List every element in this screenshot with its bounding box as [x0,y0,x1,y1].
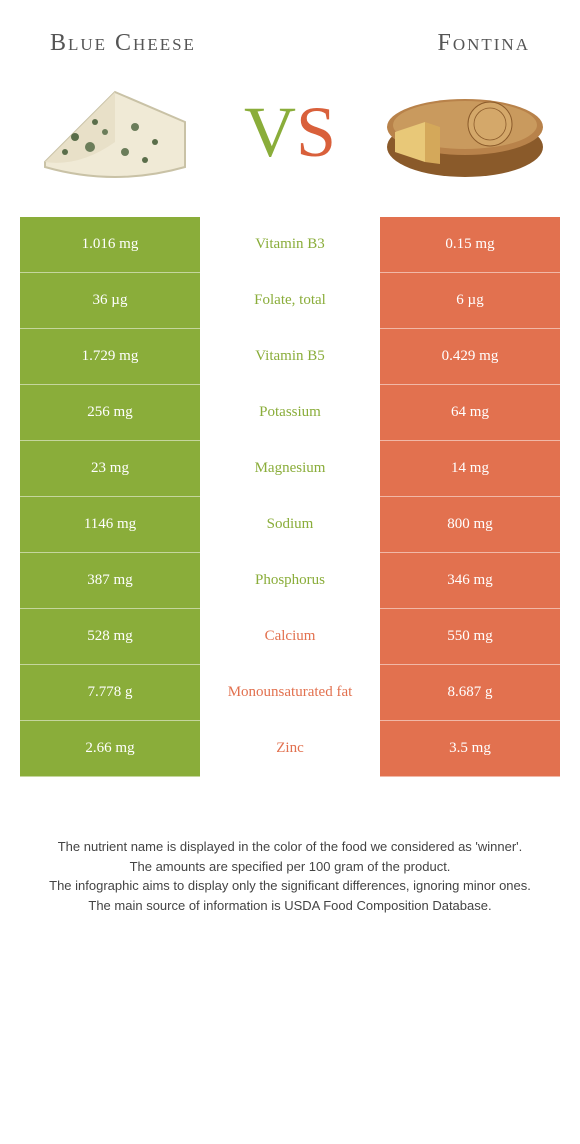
nutrient-label: Magnesium [200,441,380,497]
table-row: 1.729 mgVitamin B50.429 mg [20,329,560,385]
right-value: 64 mg [380,385,560,441]
vs-v: V [244,92,296,172]
nutrient-label: Vitamin B3 [200,217,380,273]
blue-cheese-image [30,67,200,197]
vs-label: VS [244,91,336,174]
nutrient-label: Potassium [200,385,380,441]
fontina-cheese-image [380,67,550,197]
footer-line-4: The main source of information is USDA F… [30,896,550,916]
footer-notes: The nutrient name is displayed in the co… [0,777,580,935]
table-row: 1146 mgSodium800 mg [20,497,560,553]
left-value: 387 mg [20,553,200,609]
left-food-title: Blue Cheese [50,30,196,57]
nutrient-label: Phosphorus [200,553,380,609]
table-row: 36 µgFolate, total6 µg [20,273,560,329]
nutrient-label: Folate, total [200,273,380,329]
left-value: 1.729 mg [20,329,200,385]
nutrient-label: Sodium [200,497,380,553]
nutrient-label: Zinc [200,721,380,777]
left-value: 1146 mg [20,497,200,553]
header: Blue Cheese Fontina [0,0,580,67]
vs-s: S [296,92,336,172]
right-value: 800 mg [380,497,560,553]
left-value: 1.016 mg [20,217,200,273]
left-value: 23 mg [20,441,200,497]
table-row: 387 mgPhosphorus346 mg [20,553,560,609]
right-value: 14 mg [380,441,560,497]
footer-line-1: The nutrient name is displayed in the co… [30,837,550,857]
left-value: 36 µg [20,273,200,329]
left-value: 528 mg [20,609,200,665]
nutrient-label: Calcium [200,609,380,665]
right-value: 0.429 mg [380,329,560,385]
right-value: 8.687 g [380,665,560,721]
nutrient-label: Vitamin B5 [200,329,380,385]
left-value: 256 mg [20,385,200,441]
right-food-title: Fontina [437,30,530,57]
nutrient-label: Monounsaturated fat [200,665,380,721]
left-value: 2.66 mg [20,721,200,777]
footer-line-3: The infographic aims to display only the… [30,876,550,896]
vs-row: VS [0,67,580,217]
table-row: 256 mgPotassium64 mg [20,385,560,441]
right-value: 550 mg [380,609,560,665]
right-value: 3.5 mg [380,721,560,777]
table-row: 528 mgCalcium550 mg [20,609,560,665]
right-value: 0.15 mg [380,217,560,273]
comparison-table: 1.016 mgVitamin B30.15 mg36 µgFolate, to… [20,217,560,777]
left-value: 7.778 g [20,665,200,721]
table-row: 23 mgMagnesium14 mg [20,441,560,497]
footer-line-2: The amounts are specified per 100 gram o… [30,857,550,877]
table-row: 1.016 mgVitamin B30.15 mg [20,217,560,273]
table-row: 7.778 gMonounsaturated fat8.687 g [20,665,560,721]
comparison-infographic: Blue Cheese Fontina VS [0,0,580,935]
table-row: 2.66 mgZinc3.5 mg [20,721,560,777]
right-value: 346 mg [380,553,560,609]
right-value: 6 µg [380,273,560,329]
